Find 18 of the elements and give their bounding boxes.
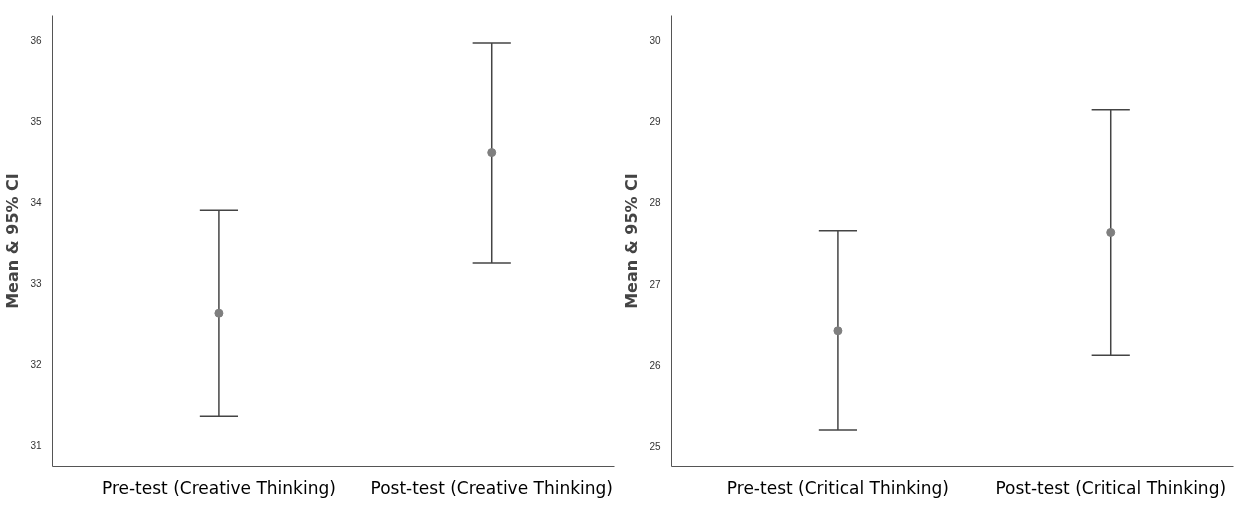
x-tick-label: Pre-test (Creative Thinking) [101,477,336,498]
y-tick-label: 34 [30,197,42,209]
x-tick-label: Post-test (Critical Thinking) [995,477,1227,498]
y-axis-title: Mean & 95% CI [3,173,23,309]
y-tick-label: 26 [649,359,661,371]
y-tick-label: 32 [30,359,42,371]
x-tick-label: Pre-test (Critical Thinking) [726,477,949,498]
y-tick-label: 27 [649,278,661,290]
y-tick-label: 36 [30,34,42,46]
y-tick-label: 29 [649,116,661,128]
x-tick-label: Post-test (Creative Thinking) [370,477,613,498]
y-tick-label: 31 [30,440,42,452]
y-tick-label: 35 [30,115,42,127]
y-tick-label: 33 [30,278,42,290]
y-tick-label: 30 [649,34,661,46]
y-tick-label: 25 [649,441,661,453]
y-axis-title: Mean & 95% CI [622,173,642,309]
y-tick-label: 28 [649,197,661,209]
